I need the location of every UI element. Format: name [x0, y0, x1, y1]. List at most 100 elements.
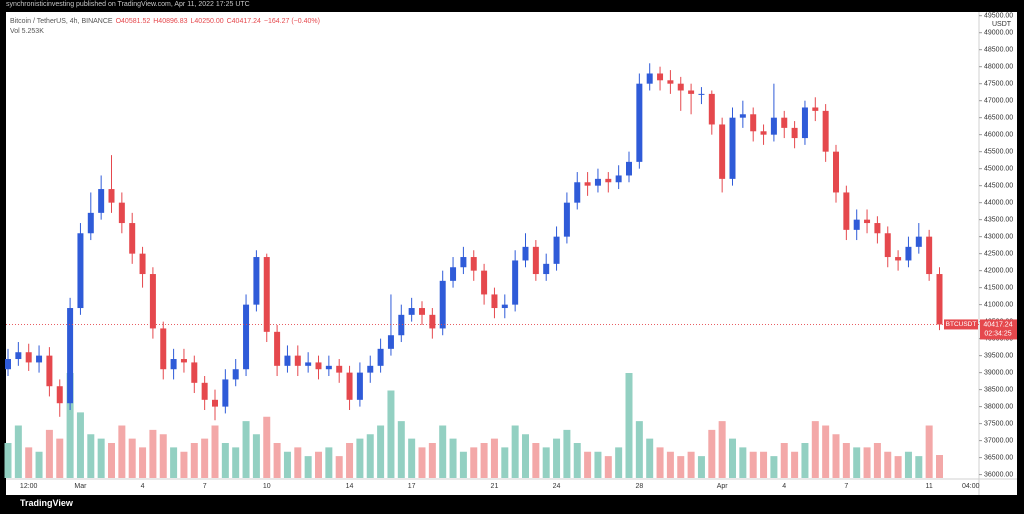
volume-bar: [356, 438, 364, 478]
volume-bar: [677, 456, 685, 478]
volume-bar: [397, 421, 405, 478]
candle-body: [781, 117, 788, 128]
volume-bar: [884, 451, 892, 478]
y-tick-label: 48500.00: [984, 47, 1013, 54]
y-tick-label: 47000.00: [984, 98, 1013, 105]
candle-body: [688, 90, 695, 94]
volume-bar: [263, 416, 271, 478]
legend-open: O40581.52: [115, 18, 151, 25]
x-tick-label: Mar: [74, 483, 87, 490]
volume-bar: [4, 443, 12, 478]
candle-body: [98, 189, 105, 213]
candle-body: [15, 352, 22, 360]
candle-body: [356, 372, 363, 400]
candle-body: [874, 223, 881, 234]
volume-bar: [625, 373, 633, 478]
candle-body: [677, 83, 684, 91]
candle-body: [36, 355, 43, 363]
volume-bar: [573, 443, 581, 478]
volume-bar: [801, 443, 809, 478]
volume-bar: [646, 438, 654, 478]
last-price-label: 40417.24: [983, 321, 1012, 328]
candle-body: [646, 73, 653, 84]
candle-body: [853, 219, 860, 230]
volume-bar: [232, 447, 240, 478]
x-tick-label: 14: [346, 483, 354, 490]
candle-body: [460, 257, 467, 268]
volume-bar: [873, 443, 881, 478]
candle-body: [180, 359, 187, 363]
candle-body: [315, 362, 322, 370]
candle-body: [750, 114, 757, 132]
volume-bar: [128, 438, 136, 478]
y-tick-label: 49500.00: [984, 13, 1013, 20]
volume-bar: [863, 447, 871, 478]
volume-bar: [925, 425, 933, 478]
x-tick-label: 21: [491, 483, 499, 490]
volume-bar: [159, 434, 167, 478]
countdown: 02:34:25: [984, 330, 1011, 337]
candle-body: [284, 355, 291, 366]
volume-bar: [522, 434, 529, 478]
candle-body: [87, 212, 94, 234]
y-tick-label: 45500.00: [984, 149, 1013, 156]
candle-body: [108, 189, 115, 203]
candle-body: [77, 233, 84, 309]
x-tick-label: 4: [141, 483, 145, 490]
candle-body: [605, 178, 612, 183]
volume-bar: [66, 373, 74, 478]
volume-bar: [511, 425, 519, 478]
x-tick-label: 04:00: [962, 483, 980, 490]
volume-bar: [915, 456, 923, 478]
volume-bar: [366, 434, 374, 478]
volume-bar: [553, 438, 561, 478]
candle-body: [760, 131, 767, 135]
candle-body: [253, 257, 260, 305]
legend: Bitcoin / TetherUS, 4h, BINANCE O40581.52…: [10, 17, 320, 37]
volume-bar: [604, 456, 612, 478]
y-tick-label: 48000.00: [984, 64, 1013, 71]
candle-body: [739, 114, 746, 118]
volume-bar: [563, 429, 571, 478]
candle-body: [149, 274, 156, 329]
candle-body: [615, 175, 622, 183]
volume-bar: [729, 438, 736, 478]
volume-bar: [584, 451, 592, 478]
volume-bar: [325, 447, 333, 478]
candle-body: [387, 335, 394, 349]
candle-body: [367, 365, 374, 373]
candle-body: [67, 308, 74, 404]
volume-bar: [615, 447, 623, 478]
volume-bar: [842, 443, 850, 478]
y-tick-label: 38000.00: [984, 403, 1013, 410]
candle-body: [926, 236, 933, 275]
legend-low: L40250.00: [190, 18, 224, 25]
candle-body: [522, 246, 529, 261]
volume-bar: [449, 438, 457, 478]
candle-body: [274, 331, 281, 366]
volume-bar: [708, 429, 716, 478]
volume-bar: [294, 447, 302, 478]
volume-bar: [697, 456, 705, 478]
candle-body: [470, 257, 477, 271]
y-tick-label: 44500.00: [984, 183, 1013, 190]
chart-background: [6, 12, 1017, 495]
candle-body: [46, 355, 53, 387]
candle-body: [905, 246, 912, 261]
y-tick-label: 36500.00: [984, 454, 1013, 461]
volume-bar: [304, 456, 312, 478]
x-tick-label: 7: [844, 483, 848, 490]
y-tick-label: 42000.00: [984, 267, 1013, 274]
volume-bar: [687, 451, 695, 478]
candle-body: [884, 233, 891, 258]
volume-bar: [470, 447, 478, 478]
candle-body: [532, 246, 539, 275]
candle-body: [305, 362, 312, 366]
volume-bar: [408, 438, 416, 478]
legend-close: C40417.24: [226, 18, 261, 25]
y-tick-label: 43500.00: [984, 216, 1013, 223]
candle-body: [336, 365, 343, 373]
candle-body: [481, 270, 488, 295]
